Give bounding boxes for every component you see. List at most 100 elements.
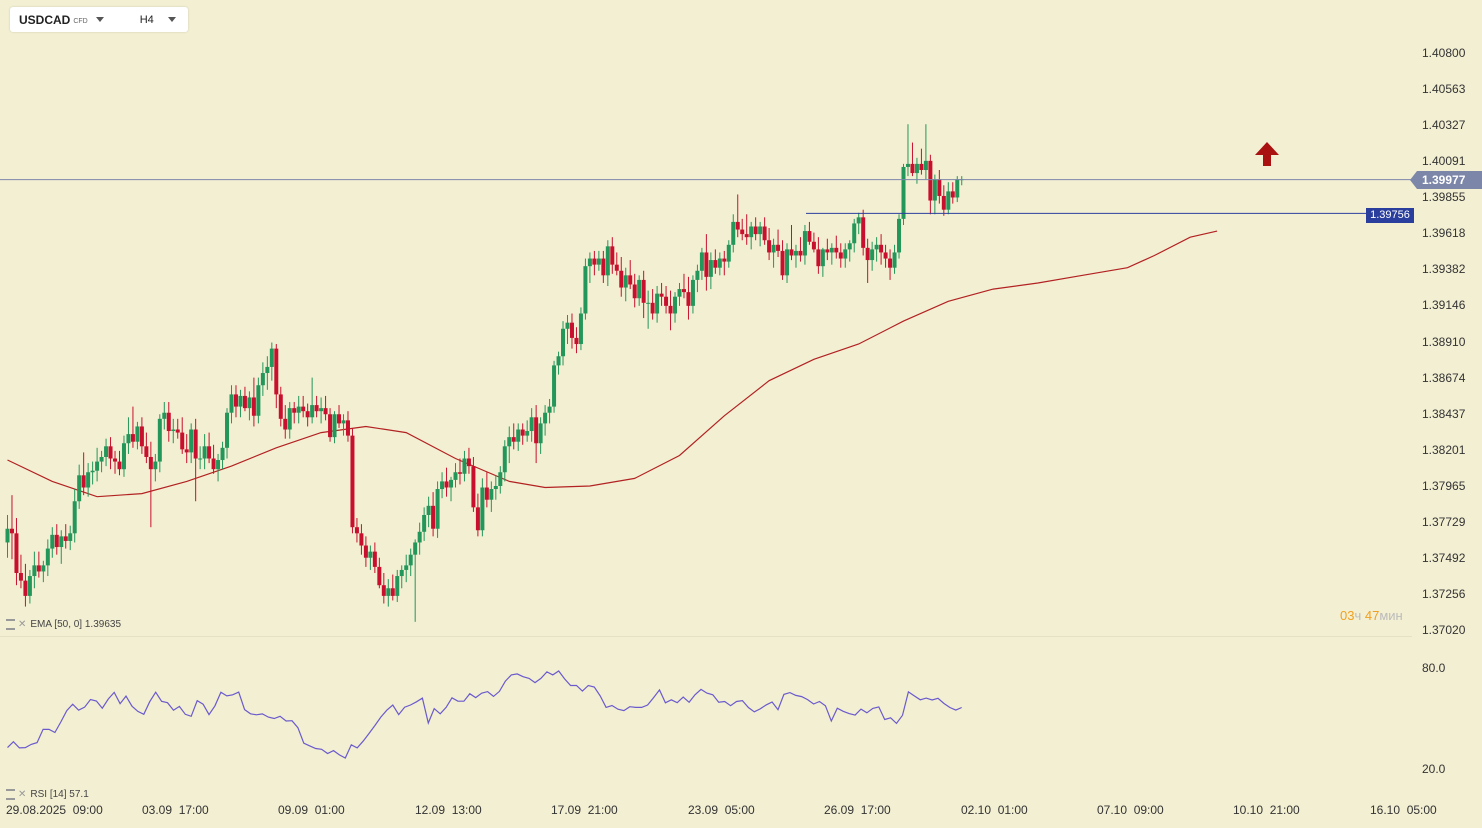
candle-body [220,447,225,461]
candle-body [883,252,888,259]
time-tick-label: 07.10 09:00 [1097,803,1164,817]
candle [762,217,767,245]
candle [731,214,736,253]
candle-body [561,328,566,357]
candle [843,243,848,268]
candle [233,385,238,418]
candle-body [350,435,355,528]
candle-body [153,461,158,470]
candle [534,405,539,464]
time-tick-label: 02.10 01:00 [961,803,1028,817]
candle [807,221,812,245]
candle-body [27,576,32,596]
candle-body [955,179,960,198]
candle-body [59,536,64,548]
candle [664,286,669,314]
candle-body [225,412,230,448]
rsi-indicator-legend[interactable]: ✕ RSI [14] 57.1 [6,789,89,800]
candle [54,524,59,555]
candle [372,542,377,573]
candle-body [229,394,234,413]
indicator-settings-icon[interactable] [6,789,15,800]
candle [552,360,557,413]
candle [390,574,395,601]
timeframe-dropdown-icon[interactable] [167,17,176,22]
candle-body [493,485,498,490]
candle [247,391,252,421]
candle-body [453,472,458,480]
candle-body [534,417,539,444]
indicator-close-icon[interactable]: ✕ [18,789,27,800]
candle-body [870,249,875,261]
candle-body [121,443,126,470]
candle [825,238,830,261]
candle-body [686,292,691,306]
candle-body [9,528,14,534]
candle [278,386,283,427]
candle-body [41,565,46,572]
candle [932,174,937,215]
timeframe-label[interactable]: H4 [139,13,154,26]
candle-body [386,588,391,596]
candle-body [650,302,655,314]
candle-body [888,258,893,268]
indicator-close-icon[interactable]: ✕ [18,619,27,630]
candle [798,237,803,262]
candle [323,395,328,421]
candle [99,450,104,473]
current-price-value: 1.39977 [1422,172,1466,187]
candle [632,273,637,308]
candle [556,351,561,375]
candle-body [681,289,686,293]
candle [104,438,109,467]
candle [587,252,592,283]
candle [238,389,243,418]
candle-body [704,252,709,277]
candle-body [189,429,194,453]
candle [153,453,158,482]
time-tick-label: 10.10 21:00 [1233,803,1300,817]
candle-body [233,394,238,407]
candle [180,417,185,454]
candle-body [287,408,292,430]
candle-body [99,456,104,462]
symbol-dropdown-icon[interactable] [95,17,104,22]
candle [650,289,655,320]
candle [681,273,686,299]
candle-body [251,397,256,416]
indicator-settings-icon[interactable] [6,619,15,630]
candle-body [45,548,50,566]
ema-indicator-legend[interactable]: ✕ EMA [50, 0] 1.39635 [6,619,121,630]
candle-body [802,231,807,256]
time-tick-label: 12.09 13:00 [415,803,482,817]
candle [946,182,951,215]
candle-body [910,163,915,174]
candle [861,209,866,256]
symbol-label[interactable]: USDCAD [19,12,71,27]
candle-body [905,163,910,167]
candle [265,356,270,390]
candle-body [856,217,861,224]
candle-body [489,489,494,500]
candle [941,185,946,216]
candle-body [838,252,843,259]
candle-body [655,293,660,314]
candle [462,450,467,482]
symbol-toolbar[interactable]: USDCAD CFD H4 [10,7,188,32]
candle-body [108,446,113,459]
candle-body [238,395,243,407]
candle [68,525,73,551]
candle [319,397,324,424]
candle-body [852,223,857,244]
candle [753,217,758,241]
candle-body [619,270,624,288]
candle-body [556,356,561,366]
price-tick-label: 1.40800 [1422,46,1466,60]
candle [520,423,525,445]
candle-body [565,322,570,329]
candle [23,563,28,607]
candle-body [771,244,776,253]
candle [457,458,462,485]
candle [453,463,458,488]
